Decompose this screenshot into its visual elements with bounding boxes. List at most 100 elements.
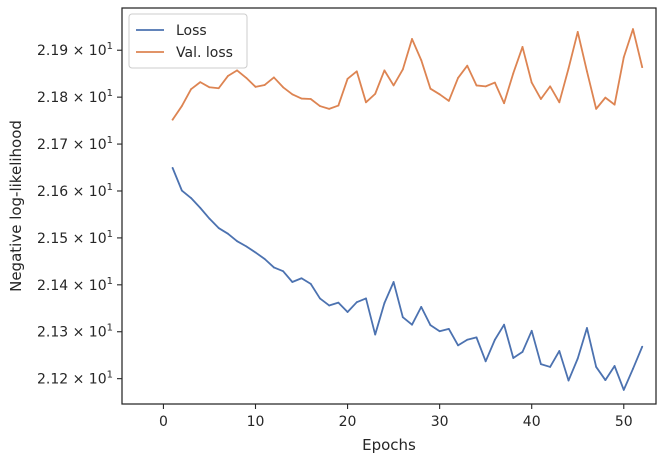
data-point-loss <box>604 379 607 381</box>
data-point-val-loss <box>567 67 570 70</box>
data-point-loss <box>613 365 616 367</box>
data-point-loss <box>217 227 220 229</box>
data-point-val-loss <box>291 93 294 96</box>
data-point-loss <box>355 301 358 304</box>
data-point-val-loss <box>300 97 303 100</box>
data-point-val-loss <box>217 87 220 90</box>
data-point-loss <box>493 338 496 341</box>
data-point-val-loss <box>475 84 478 87</box>
data-point-val-loss <box>604 96 607 99</box>
data-point-val-loss <box>282 86 285 89</box>
data-point-val-loss <box>576 31 579 33</box>
data-point-val-loss <box>180 105 183 107</box>
data-point-val-loss <box>401 68 404 71</box>
data-point-loss <box>512 357 515 359</box>
legend: Loss Val. loss <box>128 13 248 69</box>
series-line-val-loss <box>171 28 644 121</box>
x-tick-label: 30 <box>431 414 449 430</box>
data-point-loss <box>401 316 404 319</box>
data-point-val-loss <box>641 66 644 69</box>
data-point-val-loss <box>171 118 174 121</box>
data-point-val-loss <box>254 85 257 88</box>
data-point-loss <box>328 304 331 307</box>
data-point-val-loss <box>319 105 321 107</box>
y-tick-label: 2.16 × 101 <box>37 182 113 200</box>
data-point-loss <box>263 258 266 260</box>
data-point-val-loss <box>521 46 524 48</box>
data-point-val-loss <box>586 70 588 73</box>
y-tick-label: 2.19 × 101 <box>37 41 113 59</box>
data-point-val-loss <box>512 72 515 75</box>
data-point-val-loss <box>558 101 561 104</box>
data-point-loss <box>622 389 625 391</box>
y-axis: 2.12 × 101 2.13 × 101 2.14 × 101 2.15 × 101… <box>37 41 122 388</box>
data-point-loss <box>383 302 386 305</box>
data-point-loss <box>171 167 174 169</box>
data-point-loss <box>337 301 340 304</box>
data-point-loss <box>245 245 248 248</box>
data-point-loss <box>190 197 192 199</box>
x-tick-label: 50 <box>615 414 633 430</box>
data-point-loss <box>540 363 542 366</box>
data-point-val-loss <box>447 100 450 102</box>
x-axis: 0 10 20 30 40 50 <box>159 404 633 430</box>
data-point-val-loss <box>374 92 377 95</box>
data-point-loss <box>319 297 321 300</box>
data-point-loss <box>595 366 598 368</box>
data-point-loss <box>438 330 441 333</box>
data-point-loss <box>466 338 469 341</box>
data-point-loss <box>586 327 588 329</box>
data-point-val-loss <box>346 77 349 80</box>
data-point-loss <box>392 281 395 283</box>
data-point-loss <box>521 351 524 353</box>
plot-frame <box>121 7 657 405</box>
x-axis-title: Epochs <box>362 436 416 454</box>
data-point-val-loss <box>236 69 238 72</box>
data-point-loss <box>484 360 487 363</box>
data-point-loss <box>411 323 413 326</box>
data-point-loss <box>273 266 275 269</box>
y-tick-label: 2.14 × 101 <box>37 276 113 294</box>
data-point-val-loss <box>595 107 598 110</box>
data-point-loss <box>226 232 229 235</box>
data-point-val-loss <box>549 85 552 88</box>
data-point-loss <box>254 251 257 254</box>
data-point-val-loss <box>208 86 211 89</box>
data-point-val-loss <box>365 101 367 104</box>
data-point-loss <box>309 282 312 285</box>
data-point-val-loss <box>530 81 533 84</box>
data-point-val-loss <box>622 56 625 59</box>
data-point-loss <box>180 189 183 192</box>
data-point-val-loss <box>245 77 248 79</box>
data-point-val-loss <box>263 84 266 86</box>
data-point-loss <box>199 206 202 209</box>
data-point-val-loss <box>226 75 229 77</box>
legend-box <box>128 13 248 69</box>
data-point-val-loss <box>337 104 340 107</box>
data-point-val-loss <box>466 64 469 67</box>
data-point-loss <box>632 367 634 370</box>
data-point-loss <box>346 311 349 313</box>
data-point-val-loss <box>392 84 395 87</box>
data-point-loss <box>365 297 367 300</box>
data-point-loss <box>558 350 561 352</box>
data-point-loss <box>447 328 450 330</box>
data-point-val-loss <box>429 87 432 90</box>
data-point-val-loss <box>309 98 312 100</box>
data-point-loss <box>374 333 377 336</box>
data-point-loss <box>530 329 533 332</box>
data-point-loss <box>549 366 552 368</box>
data-point-val-loss <box>383 69 386 72</box>
data-point-val-loss <box>632 28 634 31</box>
legend-label-loss: Loss <box>176 23 207 39</box>
y-tick-label: 2.12 × 101 <box>37 370 113 388</box>
data-point-val-loss <box>355 70 358 73</box>
y-tick-label: 2.15 × 101 <box>37 229 113 247</box>
data-point-val-loss <box>420 59 423 61</box>
data-point-loss <box>457 344 459 347</box>
x-tick-label: 10 <box>247 414 265 430</box>
data-point-loss <box>641 345 644 348</box>
y-tick-label: 2.18 × 101 <box>37 88 113 106</box>
y-tick-label: 2.13 × 101 <box>37 323 113 341</box>
